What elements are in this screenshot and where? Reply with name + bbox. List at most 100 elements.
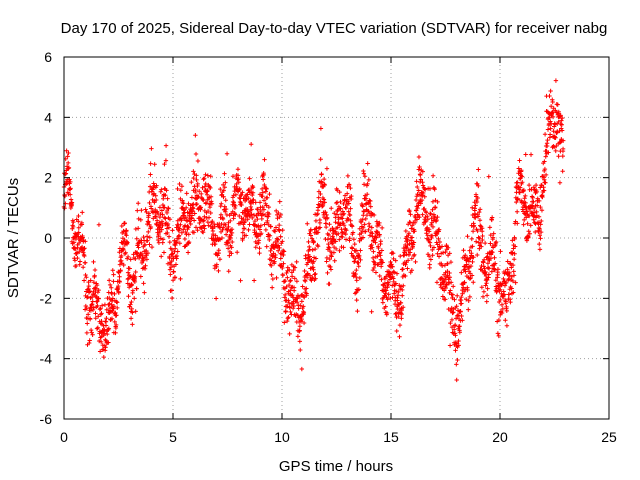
data-point <box>83 260 88 265</box>
data-point <box>253 245 258 250</box>
data-point <box>403 245 409 250</box>
data-point <box>357 226 362 231</box>
data-point <box>436 236 441 242</box>
data-point <box>400 266 406 272</box>
data-point <box>560 153 565 159</box>
data-point <box>119 258 124 263</box>
data-point <box>250 215 255 221</box>
data-point <box>149 206 154 211</box>
data-point <box>261 198 267 203</box>
data-point <box>318 126 324 131</box>
data-point <box>440 294 446 299</box>
data-point <box>245 217 250 222</box>
data-point <box>251 197 256 202</box>
data-point <box>550 114 556 120</box>
data-point <box>430 247 435 253</box>
data-point <box>491 231 496 236</box>
data-point <box>87 316 93 322</box>
data-point <box>347 212 353 218</box>
data-point <box>343 231 348 237</box>
data-point <box>280 273 286 278</box>
data-point <box>443 297 448 302</box>
data-point <box>311 259 316 264</box>
data-point <box>190 208 195 214</box>
data-point <box>318 199 323 204</box>
data-point <box>523 193 528 199</box>
data-point <box>538 204 543 210</box>
data-point <box>261 177 266 182</box>
data-point <box>296 294 302 300</box>
data-point <box>112 291 117 297</box>
data-point <box>157 224 162 230</box>
data-point <box>291 288 297 293</box>
data-point <box>228 218 233 224</box>
data-point <box>65 160 71 166</box>
data-point <box>287 331 292 337</box>
data-point <box>114 299 119 304</box>
data-point <box>132 274 138 279</box>
data-point <box>447 275 453 280</box>
data-point <box>511 269 516 274</box>
data-point <box>179 184 185 189</box>
data-point <box>506 292 512 297</box>
data-point <box>427 186 433 191</box>
data-point <box>276 222 282 228</box>
data-point <box>222 185 227 190</box>
data-point <box>428 243 433 249</box>
data-point <box>147 222 152 227</box>
data-point <box>148 172 153 177</box>
data-point <box>149 146 154 151</box>
data-point <box>141 258 146 263</box>
data-point <box>199 191 204 197</box>
data-point <box>559 118 564 123</box>
data-point <box>366 177 372 183</box>
data-point <box>467 276 473 281</box>
data-point <box>324 166 330 171</box>
data-point <box>282 292 288 298</box>
data-point <box>226 224 231 230</box>
data-point <box>285 275 290 280</box>
data-point <box>294 300 300 305</box>
data-point <box>430 173 436 178</box>
data-point <box>454 377 459 383</box>
data-point <box>181 201 186 206</box>
data-point <box>515 196 521 201</box>
data-point <box>521 222 526 227</box>
data-point <box>251 278 257 283</box>
data-point <box>308 227 314 232</box>
data-point <box>537 226 542 232</box>
data-point <box>208 185 213 191</box>
data-point <box>171 269 176 275</box>
data-point <box>332 211 337 216</box>
data-point <box>447 343 453 348</box>
data-point <box>233 203 238 209</box>
data-point <box>481 257 487 262</box>
data-point <box>95 290 101 295</box>
data-point <box>254 213 259 219</box>
data-point <box>130 322 135 327</box>
data-point <box>512 236 517 242</box>
data-point <box>166 206 171 211</box>
data-point <box>471 255 476 260</box>
data-point <box>412 229 417 234</box>
data-point <box>327 256 332 262</box>
data-point <box>262 222 267 227</box>
data-point <box>288 278 293 283</box>
data-point <box>526 213 532 219</box>
data-point <box>213 296 219 301</box>
data-point <box>439 244 445 249</box>
data-point <box>218 203 223 209</box>
data-point <box>167 267 173 272</box>
data-point <box>205 208 211 214</box>
data-point <box>155 209 160 215</box>
data-point <box>259 216 265 222</box>
data-point <box>498 287 503 292</box>
data-point <box>230 239 235 245</box>
data-point <box>527 231 532 236</box>
data-point <box>473 203 478 208</box>
data-point <box>229 245 234 250</box>
data-point <box>107 282 113 288</box>
data-point <box>286 314 291 320</box>
data-point <box>227 253 232 258</box>
data-point <box>260 212 266 217</box>
